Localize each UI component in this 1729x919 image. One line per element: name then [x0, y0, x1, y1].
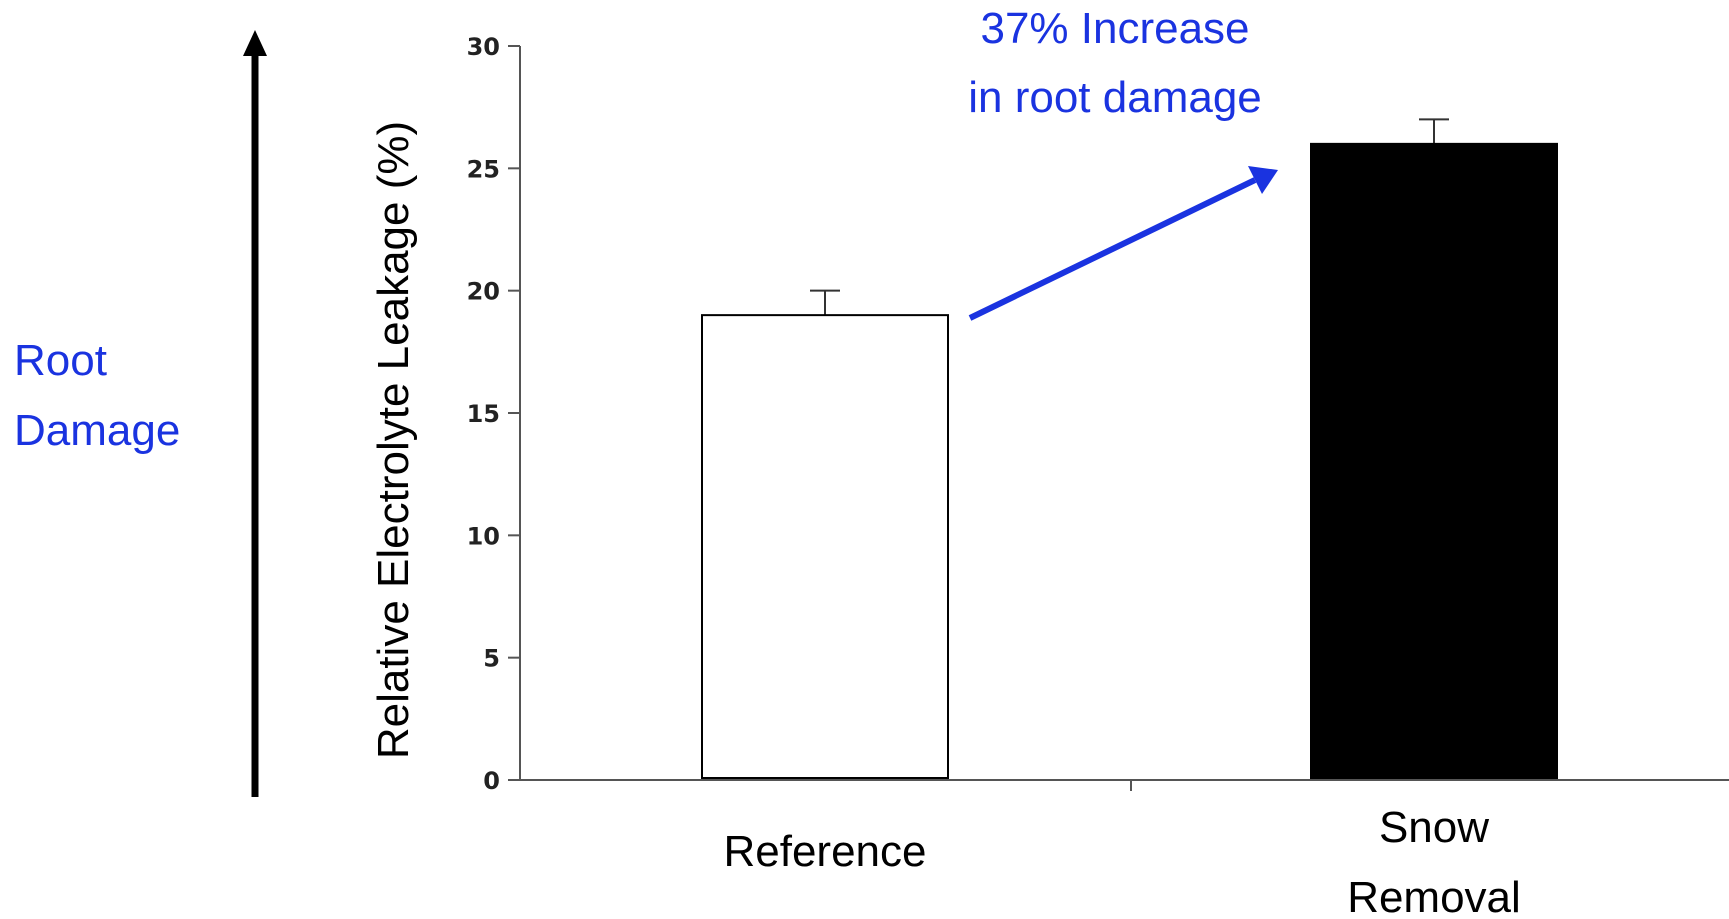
- x-category-label: Reference: [723, 827, 926, 876]
- x-category-label: Removal: [1347, 873, 1521, 919]
- annotation-line-1: 37% Increase: [980, 4, 1249, 53]
- y-tick-label: 15: [467, 400, 500, 428]
- bar-snow: [1310, 142, 1558, 780]
- increase-arrowhead-icon: [1248, 166, 1278, 194]
- y-tick-label: 25: [467, 155, 500, 183]
- y-tick-label: 10: [467, 522, 500, 550]
- y-tick-label: 30: [467, 33, 500, 61]
- bar-reference: [701, 314, 949, 779]
- y-axis: 0 5 10 15 20 25 30: [467, 33, 521, 795]
- x-axis: [520, 779, 1729, 791]
- y-tick-label: 5: [483, 645, 500, 673]
- y-tick-label: 20: [467, 278, 500, 306]
- annotation-line-2: in root damage: [968, 73, 1262, 122]
- x-category-label: Snow: [1379, 803, 1489, 852]
- y-axis-label: Relative Electrolyte Leakage (%): [369, 121, 418, 759]
- root-damage-indicator: Root Damage: [14, 30, 267, 797]
- side-label-line-1: Root: [14, 336, 107, 385]
- y-tick-label: 0: [483, 767, 500, 795]
- side-label-line-2: Damage: [14, 406, 180, 455]
- up-arrowhead-icon: [243, 30, 267, 56]
- increase-annotation: 37% Increase in root damage: [968, 4, 1278, 321]
- increase-arrow-icon: [968, 177, 1257, 321]
